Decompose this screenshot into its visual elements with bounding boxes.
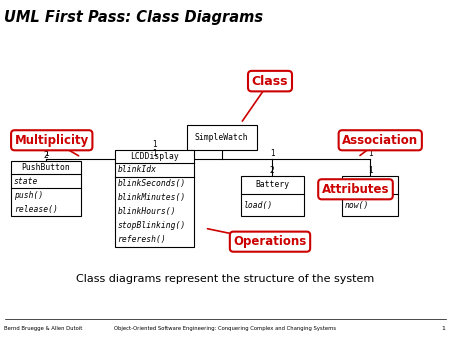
Text: 1: 1 — [152, 149, 157, 158]
Text: Object-Oriented Software Engineering: Conquering Complex and Changing Systems: Object-Oriented Software Engineering: Co… — [114, 325, 336, 331]
Text: LCDDisplay: LCDDisplay — [130, 152, 179, 161]
Text: push(): push() — [14, 191, 43, 200]
Text: stopBlinking(): stopBlinking() — [117, 221, 186, 230]
Bar — [11, 161, 81, 216]
Text: blinkMinutes(): blinkMinutes() — [117, 193, 186, 202]
Text: 1: 1 — [368, 149, 373, 158]
Text: Multiplicity: Multiplicity — [14, 134, 89, 147]
Text: Association: Association — [342, 134, 418, 147]
Text: Bernd Bruegge & Allen Dutoit: Bernd Bruegge & Allen Dutoit — [4, 325, 83, 331]
Text: PushButton: PushButton — [22, 163, 71, 172]
Text: 2: 2 — [270, 166, 275, 175]
Text: 1: 1 — [152, 140, 157, 149]
Text: blinkHours(): blinkHours() — [117, 207, 176, 216]
Text: UML First Pass: Class Diagrams: UML First Pass: Class Diagrams — [4, 10, 264, 25]
Text: blinkIdx: blinkIdx — [117, 165, 157, 174]
Text: SimpleWatch: SimpleWatch — [195, 133, 248, 142]
Text: now(): now() — [345, 201, 369, 210]
Bar — [187, 125, 256, 150]
Text: Attributes: Attributes — [322, 183, 389, 196]
Text: blinkSeconds(): blinkSeconds() — [117, 179, 186, 188]
Text: referesh(): referesh() — [117, 235, 166, 244]
Text: Class: Class — [252, 75, 288, 88]
Text: 1: 1 — [441, 325, 446, 331]
Text: Battery: Battery — [255, 180, 289, 189]
Text: Time: Time — [360, 180, 380, 189]
Text: Class diagrams represent the structure of the system: Class diagrams represent the structure o… — [76, 274, 374, 284]
Bar — [241, 176, 304, 216]
Text: Operations: Operations — [234, 235, 306, 248]
Text: 2: 2 — [44, 150, 49, 160]
Text: release(): release() — [14, 205, 58, 214]
Text: load(): load() — [243, 201, 273, 210]
Bar — [342, 176, 398, 216]
Text: 1: 1 — [270, 149, 275, 158]
Text: 1: 1 — [44, 149, 49, 158]
Bar — [115, 150, 194, 247]
Text: state: state — [14, 177, 38, 186]
Text: 1: 1 — [368, 166, 373, 175]
